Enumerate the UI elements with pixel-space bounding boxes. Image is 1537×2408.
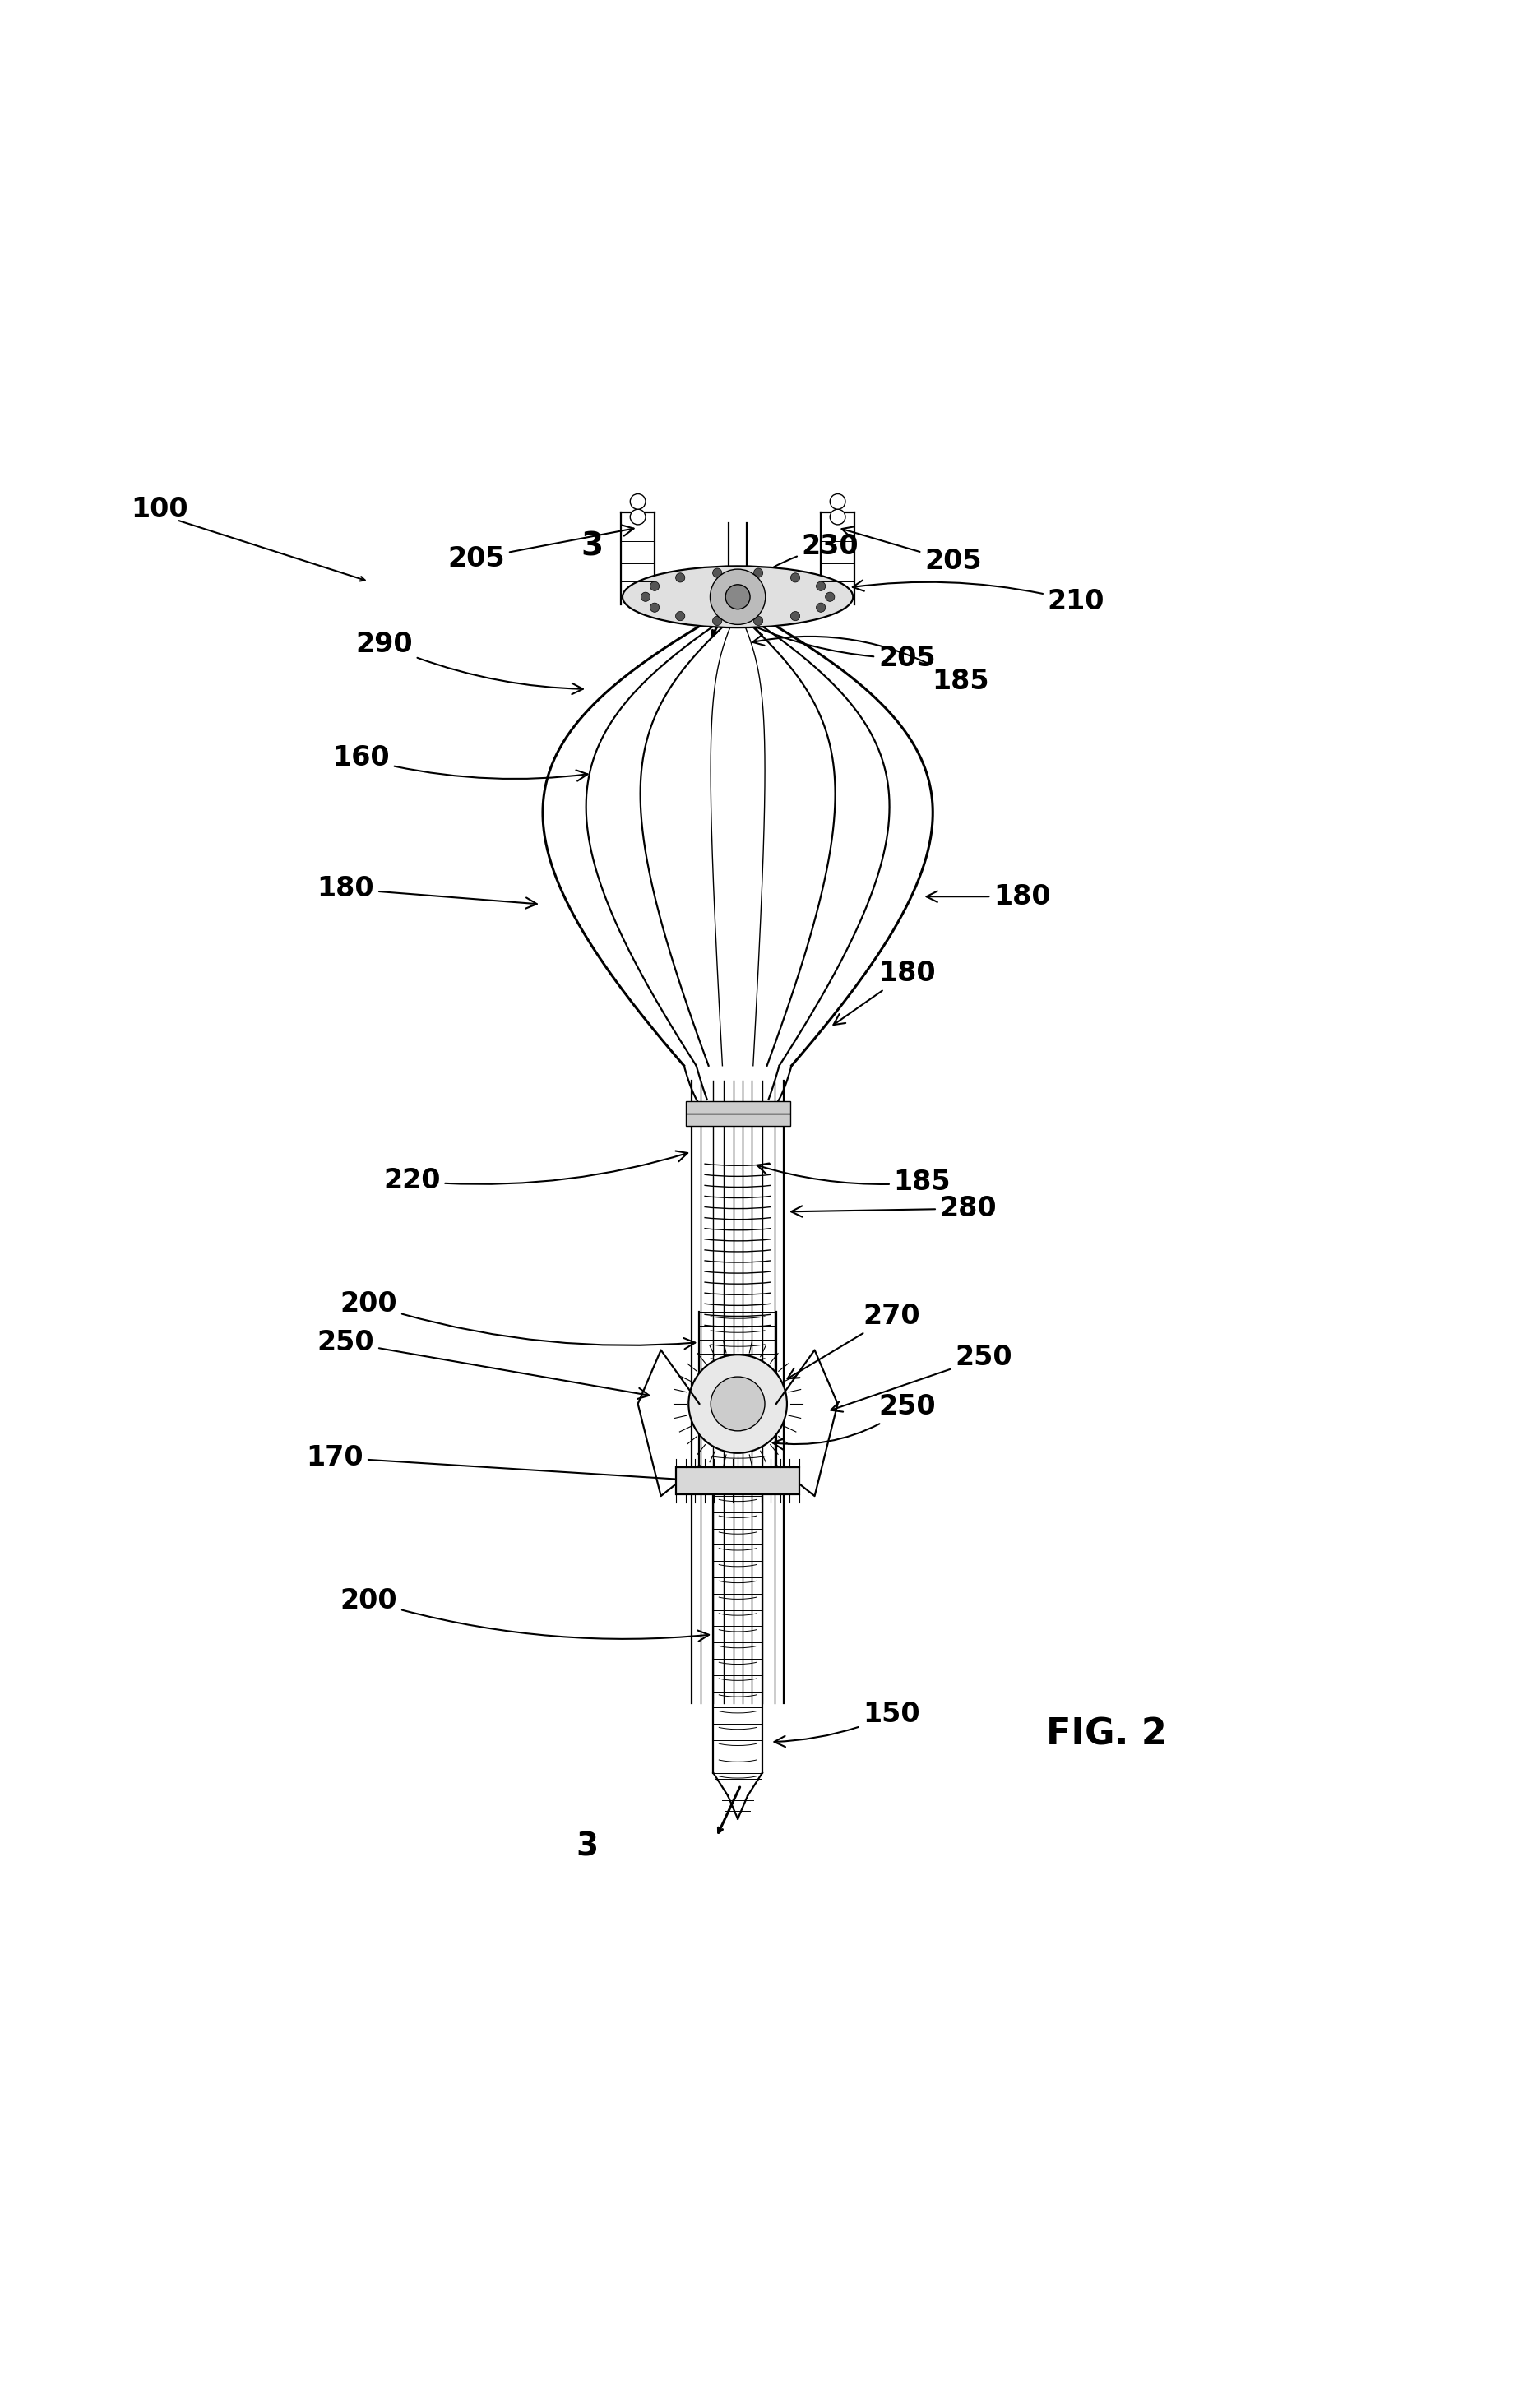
Text: 100: 100	[131, 496, 188, 523]
Text: 3: 3	[581, 530, 603, 561]
Text: FIG. 2: FIG. 2	[1047, 1717, 1167, 1753]
Text: 180: 180	[927, 884, 1051, 910]
Text: 150: 150	[775, 1700, 921, 1746]
Circle shape	[630, 494, 646, 508]
Text: 205: 205	[755, 626, 936, 672]
Text: 160: 160	[332, 744, 587, 780]
Circle shape	[650, 583, 659, 590]
Text: 200: 200	[340, 1587, 709, 1642]
Text: 3: 3	[576, 1830, 598, 1861]
Text: 200: 200	[340, 1291, 695, 1348]
Text: 250: 250	[832, 1344, 1013, 1411]
Circle shape	[713, 568, 722, 578]
Circle shape	[753, 568, 762, 578]
Circle shape	[710, 1377, 765, 1430]
Circle shape	[676, 612, 686, 621]
Text: 180: 180	[833, 961, 936, 1026]
Text: 180: 180	[317, 877, 536, 908]
Text: 280: 280	[792, 1194, 998, 1223]
Text: 185: 185	[753, 636, 990, 696]
Bar	[686, 1112, 790, 1125]
Bar	[676, 1466, 799, 1495]
Circle shape	[725, 585, 750, 609]
Circle shape	[830, 494, 845, 508]
Text: 205: 205	[447, 525, 633, 573]
Circle shape	[816, 583, 825, 590]
Circle shape	[790, 573, 799, 583]
Circle shape	[710, 568, 765, 624]
Circle shape	[825, 592, 835, 602]
Circle shape	[650, 602, 659, 612]
Circle shape	[713, 616, 722, 626]
Text: 250: 250	[773, 1394, 936, 1450]
Circle shape	[641, 592, 650, 602]
Circle shape	[630, 508, 646, 525]
Text: 210: 210	[853, 580, 1105, 614]
Text: 185: 185	[758, 1163, 951, 1197]
Circle shape	[790, 612, 799, 621]
Circle shape	[753, 616, 762, 626]
Circle shape	[676, 573, 686, 583]
Text: 250: 250	[317, 1329, 649, 1399]
Circle shape	[830, 508, 845, 525]
Circle shape	[689, 1356, 787, 1452]
Bar	[686, 1100, 790, 1112]
Text: 170: 170	[306, 1445, 696, 1486]
Circle shape	[816, 602, 825, 612]
Text: 270: 270	[787, 1303, 921, 1380]
Text: 220: 220	[383, 1151, 687, 1194]
Text: 205: 205	[842, 527, 982, 576]
Text: 230: 230	[749, 532, 859, 583]
Ellipse shape	[622, 566, 853, 628]
Text: 290: 290	[355, 631, 583, 694]
